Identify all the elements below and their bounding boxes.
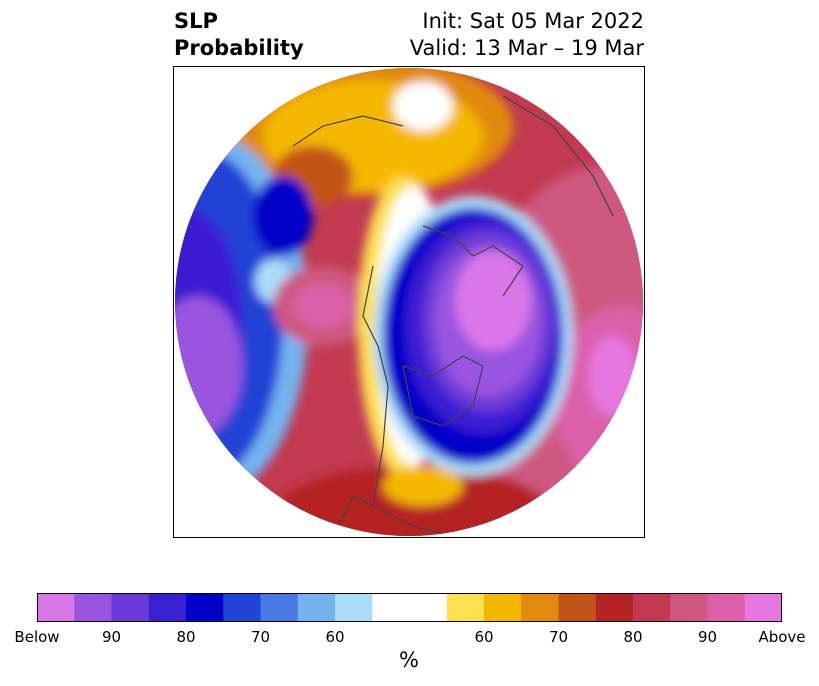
colorbar-cell [558, 593, 597, 622]
colorbar-tick-label: 90 [101, 628, 122, 646]
map-dates: Init: Sat 05 Mar 2022 Valid: 13 Mar – 19… [410, 8, 644, 62]
colorbar-cell [260, 593, 299, 622]
colorbar-cell [670, 593, 709, 622]
colorbar-tick-label: 80 [176, 628, 196, 646]
colorbar-label: % [399, 648, 419, 672]
map-frame [173, 66, 645, 538]
field-disk [175, 68, 643, 536]
colorbar-cell [521, 593, 560, 622]
colorbar-cell [297, 593, 336, 622]
colorbar-tick-label: 80 [623, 628, 643, 646]
colorbar-cell [74, 593, 113, 622]
colorbar-cell [186, 593, 224, 622]
colorbar-cell [633, 593, 671, 622]
colorbar-cell [744, 593, 782, 622]
colorbar-cell [148, 593, 187, 622]
coastlines [292, 95, 614, 536]
colorbar-tick-label: Below [14, 628, 60, 646]
colorbar-tick-label: 60 [474, 628, 494, 646]
map-title: SLP Probability [174, 8, 304, 62]
init-date: Init: Sat 05 Mar 2022 [422, 9, 644, 33]
colorbar-cell [446, 593, 485, 622]
colorbar [37, 593, 782, 622]
colorbar-cell [595, 593, 634, 622]
colorbar-tick-label: Above [758, 628, 806, 646]
probability-map [173, 66, 645, 538]
colorbar-tick-label: 70 [548, 628, 569, 646]
colorbar-cell [37, 593, 75, 622]
colorbar-cell [223, 593, 262, 622]
colorbar-tick-label: 90 [697, 628, 718, 646]
colorbar-tick-label: 60 [325, 628, 345, 646]
colorbar-cell [111, 593, 150, 622]
colorbar-cell [335, 593, 373, 622]
colorbar-cell [484, 593, 522, 622]
colorbar-cell [707, 593, 746, 622]
title-variable: SLP [174, 9, 218, 33]
colorbar-tick-label: 70 [250, 628, 271, 646]
valid-range: Valid: 13 Mar – 19 Mar [409, 36, 644, 60]
colorbar-cell [372, 593, 411, 622]
title-metric: Probability [174, 36, 304, 60]
colorbar-cell [409, 593, 448, 622]
